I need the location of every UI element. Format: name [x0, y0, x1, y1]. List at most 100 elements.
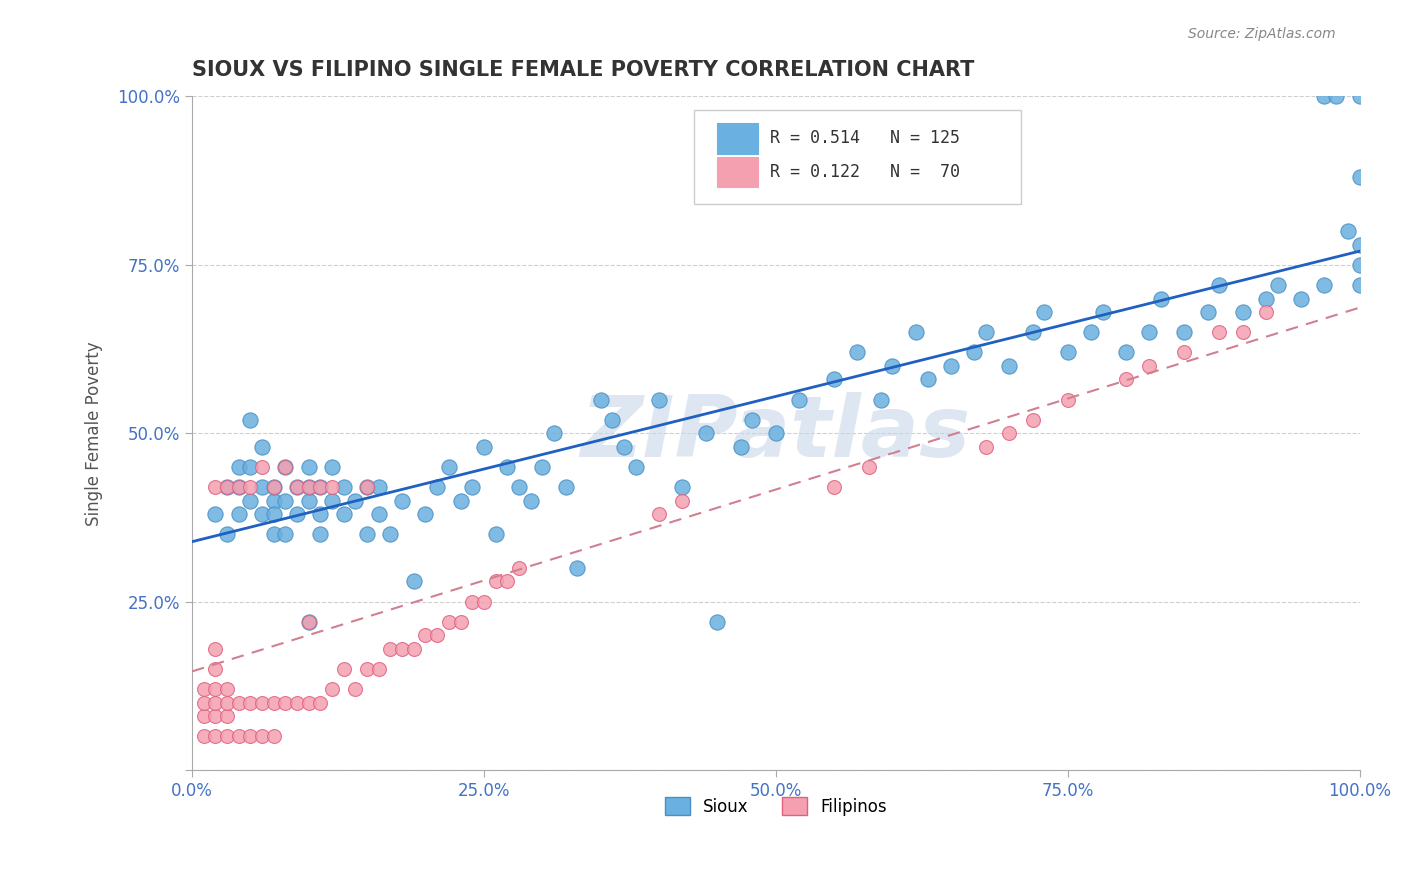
Sioux [648, 392, 671, 407]
Sioux [391, 493, 413, 508]
Filipinos [204, 641, 226, 656]
Text: ZIPatlas: ZIPatlas [581, 392, 972, 475]
Sioux [215, 527, 238, 541]
Filipinos [1021, 413, 1043, 427]
Filipinos [298, 696, 321, 710]
Sioux [1091, 305, 1114, 319]
Sioux [298, 459, 321, 474]
Sioux [1056, 345, 1078, 359]
Text: SIOUX VS FILIPINO SINGLE FEMALE POVERTY CORRELATION CHART: SIOUX VS FILIPINO SINGLE FEMALE POVERTY … [193, 60, 974, 79]
Sioux [1232, 305, 1254, 319]
Sioux [321, 459, 343, 474]
Sioux [239, 493, 262, 508]
Sioux [1348, 89, 1371, 103]
Sioux [1348, 237, 1371, 252]
Sioux [461, 480, 484, 494]
Filipinos [309, 480, 332, 494]
Sioux [356, 527, 378, 541]
Filipinos [215, 682, 238, 697]
Sioux [274, 459, 297, 474]
Filipinos [298, 480, 321, 494]
Filipinos [274, 696, 297, 710]
Filipinos [239, 480, 262, 494]
Sioux [298, 480, 321, 494]
Sioux [519, 493, 541, 508]
Sioux [613, 440, 636, 454]
Filipinos [193, 729, 215, 743]
Sioux [274, 527, 297, 541]
Sioux [228, 459, 250, 474]
Sioux [846, 345, 869, 359]
Sioux [1021, 325, 1043, 339]
Sioux [484, 527, 506, 541]
Sioux [1208, 278, 1230, 293]
Filipinos [298, 615, 321, 629]
Sioux [730, 440, 752, 454]
Legend: Sioux, Filipinos: Sioux, Filipinos [658, 791, 894, 822]
Sioux [531, 459, 554, 474]
Filipinos [263, 729, 285, 743]
Sioux [215, 480, 238, 494]
Sioux [869, 392, 891, 407]
Sioux [426, 480, 449, 494]
Filipinos [204, 662, 226, 676]
Filipinos [204, 696, 226, 710]
Sioux [274, 493, 297, 508]
Filipinos [426, 628, 449, 642]
Filipinos [215, 480, 238, 494]
Filipinos [204, 729, 226, 743]
Sioux [450, 493, 472, 508]
Filipinos [193, 709, 215, 723]
Sioux [787, 392, 810, 407]
Filipinos [1137, 359, 1160, 373]
Y-axis label: Single Female Poverty: Single Female Poverty [86, 341, 103, 525]
Sioux [333, 480, 356, 494]
Sioux [309, 507, 332, 521]
Filipinos [215, 696, 238, 710]
Sioux [554, 480, 576, 494]
Filipinos [250, 459, 273, 474]
Filipinos [204, 682, 226, 697]
Sioux [1348, 258, 1371, 272]
Filipinos [285, 480, 308, 494]
Filipinos [472, 594, 495, 608]
Filipinos [450, 615, 472, 629]
Sioux [1348, 278, 1371, 293]
Sioux [1348, 170, 1371, 185]
Sioux [1313, 278, 1336, 293]
Filipinos [274, 459, 297, 474]
Sioux [263, 493, 285, 508]
Sioux [250, 480, 273, 494]
Bar [717, 123, 758, 153]
Filipinos [402, 641, 425, 656]
Sioux [963, 345, 986, 359]
Sioux [472, 440, 495, 454]
Sioux [496, 459, 519, 474]
Sioux [1313, 89, 1336, 103]
Sioux [974, 325, 997, 339]
Sioux [402, 574, 425, 589]
Sioux [367, 480, 389, 494]
Sioux [1337, 224, 1360, 238]
Sioux [285, 507, 308, 521]
Sioux [1115, 345, 1137, 359]
Filipinos [263, 480, 285, 494]
Filipinos [263, 696, 285, 710]
Text: Source: ZipAtlas.com: Source: ZipAtlas.com [1188, 27, 1336, 41]
Filipinos [285, 696, 308, 710]
Sioux [543, 426, 565, 441]
Filipinos [344, 682, 367, 697]
Filipinos [461, 594, 484, 608]
Sioux [204, 507, 226, 521]
Filipinos [437, 615, 460, 629]
Sioux [1197, 305, 1219, 319]
Sioux [415, 507, 437, 521]
Sioux [671, 480, 693, 494]
Sioux [741, 413, 763, 427]
Filipinos [356, 480, 378, 494]
Filipinos [228, 729, 250, 743]
Sioux [367, 507, 389, 521]
Filipinos [998, 426, 1021, 441]
Filipinos [228, 696, 250, 710]
Filipinos [391, 641, 413, 656]
